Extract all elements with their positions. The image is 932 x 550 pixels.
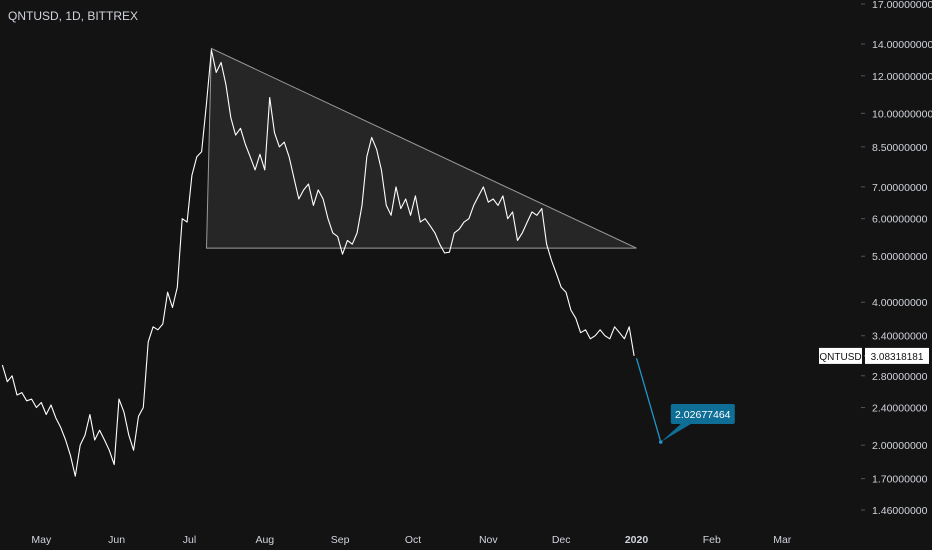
descending-triangle-pattern[interactable] (205, 47, 637, 249)
x-axis-tick-label: Oct (405, 534, 421, 546)
projection-end-point (658, 440, 663, 444)
projection-callout-box[interactable] (670, 404, 735, 425)
x-axis-tick-label: Dec (552, 534, 571, 546)
projection-callout-pointer (660, 424, 691, 443)
x-axis-tick-label: Nov (479, 534, 498, 546)
y-axis-tick-label: 7.00000000 (872, 182, 928, 194)
x-axis-tick-label: Jun (108, 534, 125, 546)
last-price-label-box[interactable] (865, 347, 929, 364)
x-axis-tick-label: May (31, 534, 52, 546)
y-axis-tick-label: 12.00000000 (872, 71, 932, 83)
last-price-label: 3.08318181 (871, 352, 924, 363)
y-axis-tick-label: 1.70000000 (872, 474, 928, 486)
x-axis-tick-label: Jul (183, 534, 196, 546)
x-axis-tick-label: 2020 (625, 534, 649, 546)
price-series-line (1, 49, 635, 477)
y-axis-tick-label: 17.00000000 (872, 0, 932, 11)
projection-value-label: 2.02677464 (675, 409, 731, 421)
x-axis-tick-label: Aug (255, 534, 274, 546)
y-axis-tick-label: 3.40000000 (872, 331, 928, 343)
y-axis-tick-label: 2.00000000 (872, 440, 928, 452)
y-axis-tick-label: 14.00000000 (872, 39, 932, 51)
y-axis-tick-label: 10.00000000 (872, 108, 932, 120)
y-axis-tick-label: 2.40000000 (872, 403, 928, 415)
y-axis-tick-label: 4.00000000 (872, 297, 928, 309)
y-axis-tick-label: 1.46000000 (872, 505, 928, 517)
y-axis-tick-label: 2.80000000 (872, 371, 928, 383)
projection-line[interactable] (635, 357, 662, 443)
x-axis-tick-label: Mar (773, 534, 792, 546)
x-axis-tick-label: Feb (703, 534, 721, 546)
symbol-label-box[interactable] (819, 347, 862, 364)
y-axis-tick-label: 6.00000000 (872, 214, 928, 226)
y-axis-tick-label: 5.00000000 (872, 251, 928, 263)
x-axis-tick-label: Sep (331, 534, 350, 546)
y-axis-tick-label: 8.50000000 (872, 142, 928, 154)
symbol-label: QNTUSD (819, 352, 861, 363)
chart-title: QNTUSD, 1D, BITTREX (8, 9, 139, 23)
